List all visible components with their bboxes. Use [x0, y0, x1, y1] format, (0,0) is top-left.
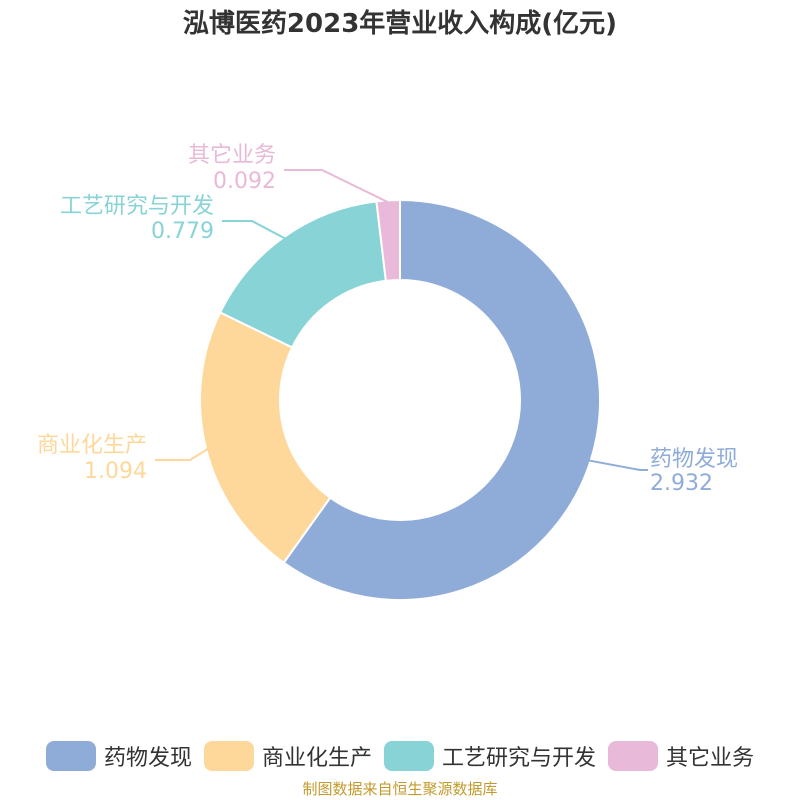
legend-swatch	[45, 741, 96, 771]
slice-category-label: 药物发现	[650, 447, 738, 472]
legend-swatch	[608, 741, 659, 771]
legend-item-other-business[interactable]: 其它业务	[608, 740, 754, 772]
leader-line	[284, 169, 389, 204]
slice-drug-discovery[interactable]	[282, 198, 601, 601]
leader-line	[155, 447, 209, 461]
slice-value-label: 0.779	[151, 219, 214, 244]
legend: 药物发现 商业化生产 工艺研究与开发 其它业务	[0, 736, 800, 776]
slice-value-label: 0.092	[213, 169, 276, 194]
legend-item-commercial-production[interactable]: 商业化生产	[203, 740, 372, 772]
slice-value-label: 1.094	[84, 459, 147, 484]
legend-label: 其它业务	[666, 746, 755, 771]
legend-item-process-rd[interactable]: 工艺研究与开发	[384, 740, 596, 772]
slices	[199, 198, 601, 601]
legend-label: 工艺研究与开发	[442, 746, 597, 771]
legend-label: 药物发现	[103, 746, 192, 771]
slice-value-label: 2.932	[650, 471, 713, 496]
leader-line	[588, 459, 648, 471]
source-note: 制图数据来自恒生聚源数据库	[302, 780, 498, 798]
legend-label: 商业化生产	[261, 746, 372, 771]
legend-item-drug-discovery[interactable]: 药物发现	[45, 740, 192, 772]
slice-category-label: 商业化生产	[37, 433, 147, 458]
slice-process-rd[interactable]	[218, 200, 387, 349]
slice-category-label: 工艺研究与开发	[60, 194, 214, 219]
slice-commercial-production[interactable]	[199, 311, 332, 565]
slice-category-label: 其它业务	[188, 143, 276, 168]
leader-line	[222, 220, 286, 240]
leader-lines	[155, 169, 648, 471]
legend-swatch	[384, 741, 434, 771]
chart-title: 泓博医药2023年营业收入构成(亿元)	[182, 9, 618, 39]
legend-swatch	[203, 741, 254, 771]
